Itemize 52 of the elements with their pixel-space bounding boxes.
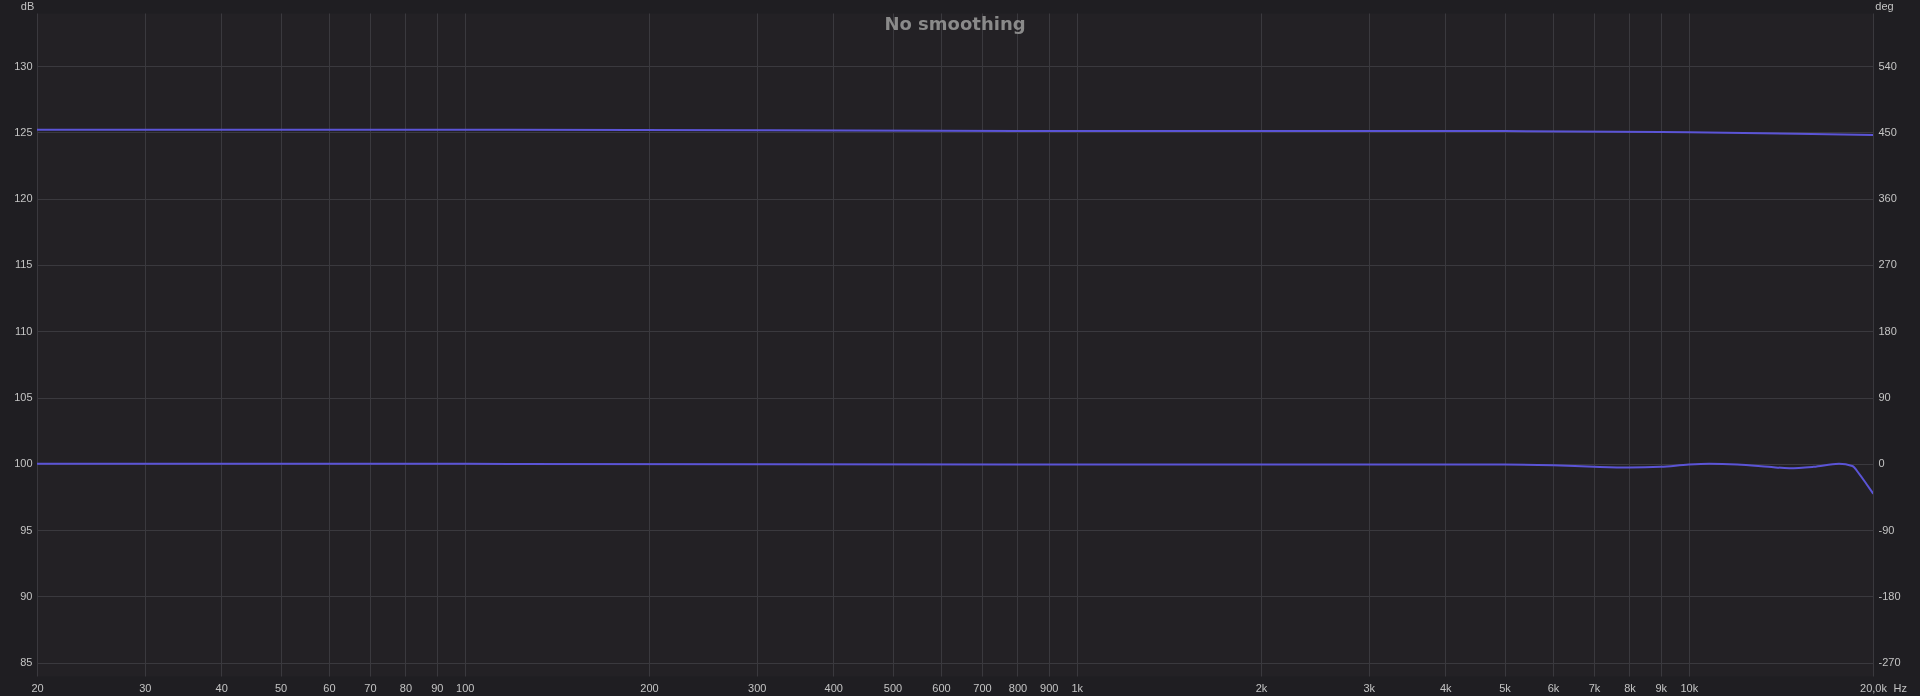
x-tick-label: 400 (824, 681, 843, 694)
x-tick-label: 3k (1363, 681, 1376, 694)
x-tick-label: 800 (1008, 681, 1028, 694)
y-tick-label: 90 (20, 589, 33, 602)
y2-tick-label: 540 (1878, 59, 1897, 72)
x-tick-label: 20,0k (1860, 681, 1888, 694)
x-tick-label: 80 (399, 681, 413, 694)
x-tick-label: 10k (1680, 681, 1699, 694)
y-tick-label: 130 (14, 59, 33, 72)
y-tick-label: 100 (14, 457, 33, 470)
x-tick-label: 50 (274, 681, 288, 694)
y2-tick-label: -180 (1878, 589, 1901, 602)
y-tick-label: 125 (14, 125, 33, 138)
y2-tick-label: 450 (1878, 125, 1897, 138)
y-tick-label: 110 (14, 324, 33, 337)
x-tick-label: 1k (1071, 681, 1084, 694)
x-tick-label: 90 (431, 681, 444, 694)
y2-tick-label: 90 (1878, 391, 1891, 404)
x-tick-label: 2k (1255, 681, 1268, 694)
y2-axis-title: deg (1875, 0, 1894, 12)
y-tick-label: 120 (14, 192, 33, 205)
x-tick-label: 7k (1588, 681, 1601, 694)
x-tick-label: 900 (1040, 681, 1059, 694)
y2-tick-label: 270 (1878, 258, 1897, 271)
y2-tick-label: 0 (1878, 457, 1885, 470)
x-tick-label: 600 (932, 681, 951, 694)
x-tick-label: 30 (139, 681, 152, 694)
x-tick-label: 5k (1499, 681, 1512, 694)
x-tick-label: 9k (1655, 681, 1668, 694)
y2-tick-label: -270 (1878, 656, 1901, 669)
x-tick-label: 4k (1439, 681, 1453, 694)
y2-tick-label: 180 (1878, 324, 1897, 337)
x-tick-label: 60 (323, 681, 336, 694)
y-tick-label: 105 (14, 391, 33, 404)
chart-title: No smoothing (884, 13, 1026, 34)
x-tick-label: 70 (364, 681, 377, 694)
x-tick-label: 20 (31, 681, 44, 694)
y-axis-title: dB (20, 0, 35, 12)
y2-tick-label: -90 (1878, 523, 1895, 536)
x-tick-label: 200 (640, 681, 659, 694)
x-tick-label: 700 (973, 681, 992, 694)
x-tick-label: 300 (748, 681, 767, 694)
y2-tick-label: 360 (1878, 192, 1897, 205)
x-axis-title: Hz (1893, 681, 1907, 694)
y-tick-label: 115 (14, 258, 33, 271)
x-tick-label: 100 (456, 681, 475, 694)
x-tick-label: 40 (215, 681, 228, 694)
y-tick-label: 95 (20, 523, 33, 536)
y-tick-label: 85 (20, 656, 33, 669)
x-tick-label: 8k (1624, 681, 1637, 694)
x-tick-label: 6k (1547, 681, 1560, 694)
x-tick-label: 500 (883, 681, 903, 694)
